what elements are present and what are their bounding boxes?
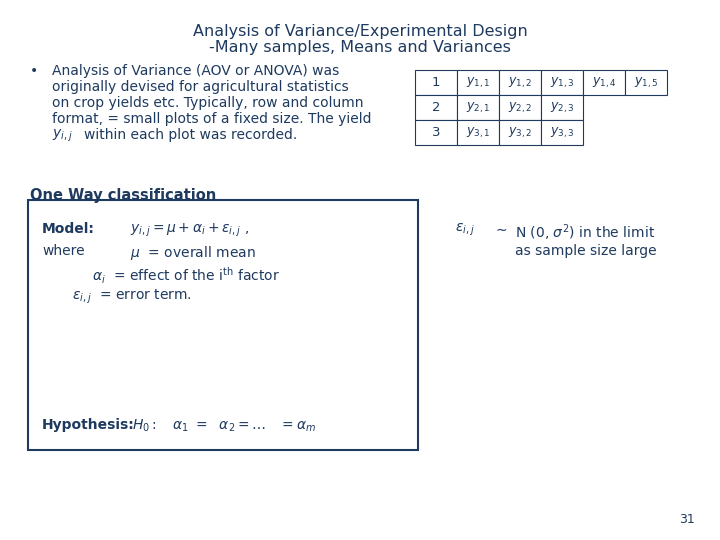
Text: •: •	[30, 64, 38, 78]
Bar	[541, 70, 583, 95]
Text: 31: 31	[679, 513, 695, 526]
Text: $y_{3,2}$: $y_{3,2}$	[508, 125, 532, 140]
Text: $\varepsilon_{i,j}\ $ = error term.: $\varepsilon_{i,j}\ $ = error term.	[72, 288, 192, 306]
Text: $H_0:\ \ \ \alpha_1\ =\ \ \alpha_2 = \ldots\ \ \ = \alpha_m$: $H_0:\ \ \ \alpha_1\ =\ \ \alpha_2 = \ld…	[132, 418, 316, 434]
Text: within each plot was recorded.: within each plot was recorded.	[84, 128, 297, 142]
Bar	[415, 120, 457, 145]
Text: $\alpha_i\ $ = effect of the i$^{\rm th}$ factor: $\alpha_i\ $ = effect of the i$^{\rm th}…	[92, 266, 280, 286]
Text: Analysis of Variance/Experimental Design: Analysis of Variance/Experimental Design	[193, 24, 527, 39]
Text: $\sim$: $\sim$	[493, 222, 508, 236]
Bar	[28, 200, 418, 450]
Text: $\mu\ $ = overall mean: $\mu\ $ = overall mean	[130, 244, 256, 262]
Bar	[457, 95, 499, 120]
Text: where: where	[42, 244, 85, 258]
Text: 3: 3	[432, 126, 440, 139]
Text: $y_{1,1}$: $y_{1,1}$	[466, 76, 490, 90]
Text: $y_{1,3}$: $y_{1,3}$	[549, 76, 575, 90]
Bar	[457, 120, 499, 145]
Text: format, = small plots of a fixed size. The yield: format, = small plots of a fixed size. T…	[52, 112, 372, 126]
Bar	[499, 95, 541, 120]
Bar	[499, 120, 541, 145]
Bar	[415, 95, 457, 120]
Text: $\varepsilon_{i,j}$: $\varepsilon_{i,j}$	[455, 222, 475, 238]
Bar	[415, 70, 457, 95]
Text: $y_{3,3}$: $y_{3,3}$	[549, 125, 575, 140]
Bar	[457, 70, 499, 95]
Text: One Way classification: One Way classification	[30, 188, 216, 203]
Bar	[499, 70, 541, 95]
Text: $y_{i,j}$: $y_{i,j}$	[52, 128, 73, 144]
Bar	[541, 95, 583, 120]
Text: $y_{1,5}$: $y_{1,5}$	[634, 76, 658, 90]
Text: $y_{2,2}$: $y_{2,2}$	[508, 100, 532, 114]
Text: originally devised for agricultural statistics: originally devised for agricultural stat…	[52, 80, 348, 94]
Text: $y_{1,4}$: $y_{1,4}$	[592, 76, 616, 90]
Text: on crop yields etc. Typically, row and column: on crop yields etc. Typically, row and c…	[52, 96, 364, 110]
Text: N (0, $\sigma^2$) in the limit: N (0, $\sigma^2$) in the limit	[515, 222, 655, 242]
Text: as sample size large: as sample size large	[515, 244, 657, 258]
Bar	[625, 70, 667, 95]
Text: -Many samples, Means and Variances: -Many samples, Means and Variances	[209, 40, 511, 55]
Text: $y_{3,1}$: $y_{3,1}$	[466, 125, 490, 140]
Text: $y_{1,2}$: $y_{1,2}$	[508, 76, 532, 90]
Bar	[583, 70, 625, 95]
Text: $y_{2,1}$: $y_{2,1}$	[466, 100, 490, 114]
Text: Model:: Model:	[42, 222, 95, 236]
Bar	[541, 120, 583, 145]
Text: Analysis of Variance (AOV or ANOVA) was: Analysis of Variance (AOV or ANOVA) was	[52, 64, 339, 78]
Text: $y_{i,j} = \mu + \alpha_i + \varepsilon_{i,j}\ ,$: $y_{i,j} = \mu + \alpha_i + \varepsilon_…	[130, 222, 249, 239]
Text: 1: 1	[432, 76, 440, 89]
Text: $y_{2,3}$: $y_{2,3}$	[549, 100, 575, 114]
Text: 2: 2	[432, 101, 440, 114]
Text: Hypothesis:: Hypothesis:	[42, 418, 135, 432]
